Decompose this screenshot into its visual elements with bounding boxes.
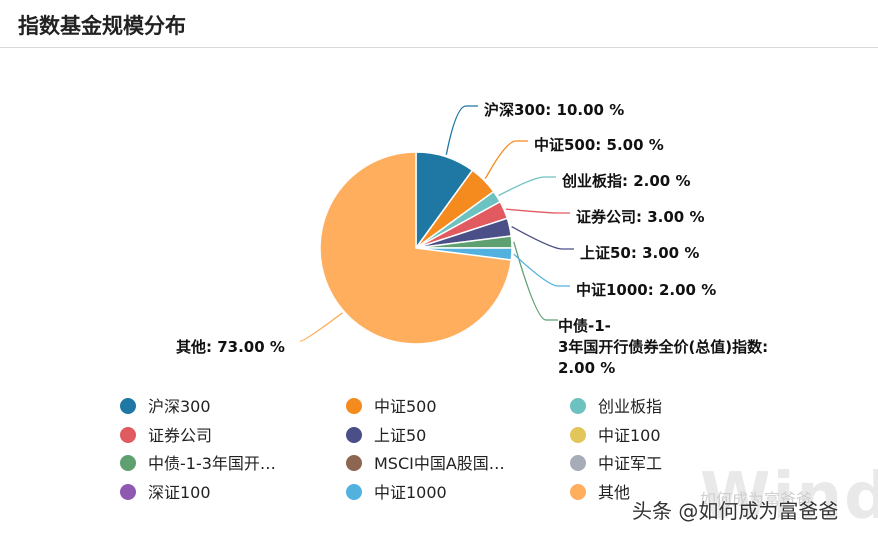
- legend-marker-中证100: [570, 427, 586, 443]
- slice-label-其他: 其他: 73.00 %: [176, 338, 285, 356]
- leader-line-中证1000: [513, 253, 570, 287]
- label-leader-lines: [299, 105, 574, 342]
- legend-item-中证500[interactable]: 中证500: [346, 397, 437, 416]
- legend-item-深证100[interactable]: 深证100: [120, 483, 211, 502]
- toutiao-watermark: 头条 @如何成为富爸爸: [632, 499, 839, 523]
- legend-label-其他: 其他: [598, 483, 630, 502]
- legend-item-证券公司[interactable]: 证券公司: [120, 426, 212, 445]
- legend-item-创业板指[interactable]: 创业板指: [570, 397, 662, 416]
- pie-slice-其他[interactable]: [319, 151, 513, 345]
- legend-item-中债-1-3年国开[interactable]: 中债-1-3年国开…: [120, 454, 276, 473]
- leader-line-沪深300: [445, 105, 478, 155]
- faded-watermark-caption: 如何成为富爸爸: [700, 490, 813, 509]
- legend-marker-创业板指: [570, 398, 586, 414]
- title-divider: [0, 47, 878, 48]
- leader-line-中证500: [484, 140, 528, 180]
- legend-item-上证50[interactable]: 上证50: [346, 426, 426, 445]
- slice-label-沪深300: 沪深300: 10.00 %: [484, 101, 624, 119]
- leader-line-中债-1-3年国开行债券全价-总值-指数: [513, 241, 558, 321]
- legend-label-创业板指: 创业板指: [598, 397, 662, 416]
- leader-line-证券公司: [505, 208, 570, 214]
- legend-marker-沪深300: [120, 398, 136, 414]
- slice-label-上证50: 上证50: 3.00 %: [580, 244, 699, 262]
- legend-label-深证100: 深证100: [148, 483, 211, 502]
- slice-labels: 沪深300: 10.00 % 中证500: 5.00 % 创业板指: 2.00 % 证…: [176, 101, 768, 377]
- legend-marker-msci中国a股国: [346, 455, 362, 471]
- legend-marker-中证1000: [346, 484, 362, 500]
- legend-label-上证50: 上证50: [374, 426, 426, 445]
- legend-item-沪深300[interactable]: 沪深300: [120, 397, 211, 416]
- legend-item-中证军工[interactable]: 中证军工: [570, 454, 662, 473]
- slice-label-创业板指: 创业板指: 2.00 %: [561, 172, 690, 190]
- legend-item-msci中国a股国[interactable]: MSCI中国A股国…: [346, 454, 505, 473]
- slice-label-证券公司: 证券公司: 3.00 %: [576, 208, 704, 226]
- leader-line-其他: [299, 312, 343, 342]
- legend-marker-上证50: [346, 427, 362, 443]
- leader-line-创业板指: [498, 176, 556, 197]
- legend-label-中证1000: 中证1000: [374, 483, 447, 502]
- legend-marker-证券公司: [120, 427, 136, 443]
- leader-line-上证50: [511, 226, 574, 250]
- legend-marker-中证500: [346, 398, 362, 414]
- legend-item-其他[interactable]: 其他: [570, 483, 630, 502]
- legend-marker-中证军工: [570, 455, 586, 471]
- slice-label-中债-1-3年国开行债券全价-总值-指数-line-2: 3年国开行债券全价(总值)指数:: [558, 338, 768, 356]
- slice-label-中证1000: 中证1000: 2.00 %: [576, 281, 716, 299]
- legend-marker-中债-1-3年国开: [120, 455, 136, 471]
- legend-label-中证军工: 中证军工: [598, 454, 662, 473]
- slice-label-中债-1-3年国开行债券全价-总值-指数-line-3: 2.00 %: [558, 359, 615, 377]
- wind-watermark: Wind: [700, 460, 878, 534]
- legend-marker-其他: [570, 484, 586, 500]
- slice-label-中债-1-3年国开行债券全价-总值-指数-line-1: 中债-1-: [558, 317, 611, 335]
- legend-item-中证1000[interactable]: 中证1000: [346, 483, 447, 502]
- chart-title: 指数基金规模分布: [18, 14, 186, 38]
- legend-label-msci中国a股国: MSCI中国A股国…: [374, 454, 505, 473]
- legend-label-沪深300: 沪深300: [148, 397, 211, 416]
- legend-label-证券公司: 证券公司: [148, 426, 212, 445]
- slice-label-中证500: 中证500: 5.00 %: [534, 136, 664, 154]
- legend-item-中证100[interactable]: 中证100: [570, 426, 661, 445]
- pie-slices: [319, 151, 513, 345]
- legend-label-中债-1-3年国开: 中债-1-3年国开…: [148, 454, 276, 473]
- legend-marker-深证100: [120, 484, 136, 500]
- legend-label-中证500: 中证500: [374, 397, 437, 416]
- legend-label-中证100: 中证100: [598, 426, 661, 445]
